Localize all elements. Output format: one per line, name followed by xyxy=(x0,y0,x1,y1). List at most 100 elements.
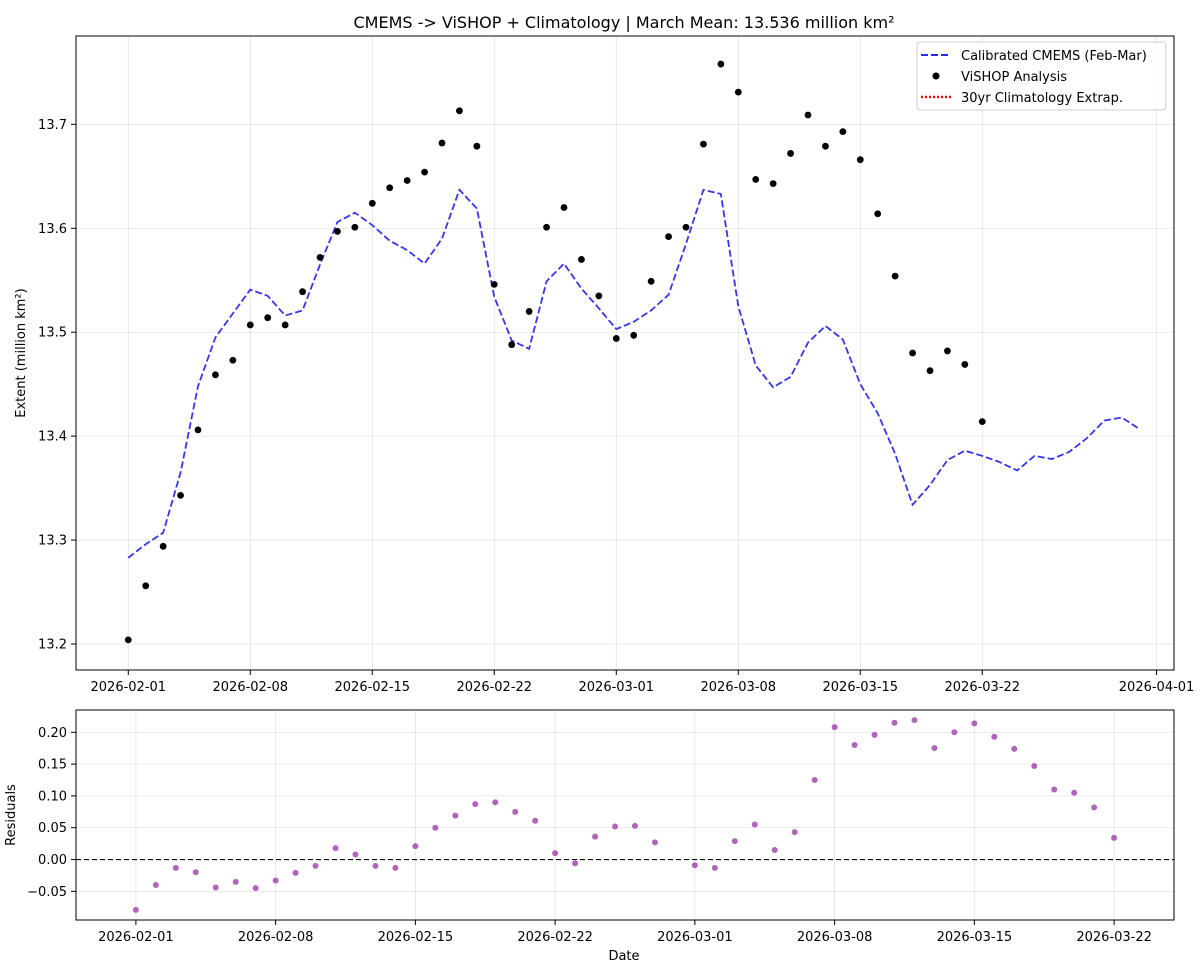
residual-point xyxy=(512,808,519,815)
residuals-gridlines xyxy=(76,710,1174,920)
residual-point xyxy=(172,864,179,871)
residual-point xyxy=(592,833,599,840)
vishop-point xyxy=(595,292,603,300)
x-tick-label: 2026-03-15 xyxy=(937,930,1013,945)
residuals-chart: 2026-02-01 2026-02-08 2026-02-15 2026-02-22… xyxy=(4,709,1175,964)
vishop-point xyxy=(909,349,916,357)
vishop-point xyxy=(508,341,516,349)
residual-point xyxy=(1051,786,1058,793)
x-tick-label: 2026-02-15 xyxy=(335,680,411,695)
residual-point xyxy=(412,843,419,850)
residual-point xyxy=(152,882,159,888)
residuals-series-layer xyxy=(132,717,1118,913)
residual-point xyxy=(312,862,319,869)
vishop-point xyxy=(804,111,812,119)
x-tick-label: 2026-02-15 xyxy=(378,930,454,945)
vishop-point xyxy=(926,367,934,375)
residual-point xyxy=(651,839,658,846)
residual-point xyxy=(931,745,938,752)
y-tick-label: 13.3 xyxy=(38,534,67,549)
vishop-point xyxy=(246,321,254,329)
residual-point xyxy=(991,733,998,740)
residual-point xyxy=(552,850,559,857)
axes-border xyxy=(75,35,1175,671)
vishop-point xyxy=(682,223,690,231)
extent-plot-area xyxy=(76,36,1174,670)
vishop-point xyxy=(403,177,411,184)
vishop-point xyxy=(124,636,132,644)
residual-point xyxy=(612,823,619,830)
residual-point xyxy=(392,864,399,871)
y-tick-label: 0.05 xyxy=(38,821,67,836)
vishop-point xyxy=(944,347,951,355)
y-tick-label: 13.2 xyxy=(38,638,67,653)
extent-y-axis: 13.2 13.3 13.4 13.5 13.6 13.7 xyxy=(38,118,76,653)
y-tick-label: 0.15 xyxy=(38,758,67,773)
axes-border xyxy=(75,709,1175,921)
legend-box xyxy=(916,41,1167,111)
vishop-point xyxy=(665,233,672,240)
vishop-point xyxy=(717,60,725,68)
residual-point xyxy=(951,729,958,736)
vishop-point xyxy=(647,277,655,285)
residual-point xyxy=(1111,834,1118,841)
residual-point xyxy=(751,821,758,828)
residuals-y-axis: −0.05 0.00 0.05 0.10 0.15 0.20 xyxy=(27,726,76,900)
y-tick-label: −0.05 xyxy=(27,885,67,900)
x-tick-label: 2026-03-08 xyxy=(701,680,777,695)
vishop-point xyxy=(299,288,306,296)
residual-point xyxy=(791,829,798,836)
residual-point xyxy=(212,884,219,891)
residual-point xyxy=(631,822,638,829)
x-tick-label: 2026-02-01 xyxy=(91,680,167,695)
vishop-point xyxy=(386,184,394,192)
residual-point xyxy=(452,812,459,819)
residual-point xyxy=(971,720,978,727)
legend-swatch-vishop xyxy=(932,72,940,80)
residual-point xyxy=(831,724,838,731)
residual-point xyxy=(192,869,199,876)
x-tick-label: 2026-02-08 xyxy=(238,930,314,945)
vishop-point xyxy=(368,199,376,207)
vishop-point xyxy=(787,150,794,157)
vishop-point xyxy=(856,156,864,164)
residual-point xyxy=(691,862,698,869)
residual-point xyxy=(811,777,818,783)
vishop-point xyxy=(159,542,167,550)
vishop-point xyxy=(612,335,620,342)
residual-point xyxy=(1011,745,1018,752)
residuals-x-axis-label: Date xyxy=(608,949,639,964)
residual-point xyxy=(711,864,718,871)
y-tick-label: 0.20 xyxy=(38,726,67,741)
vishop-point xyxy=(752,176,760,183)
residual-point xyxy=(851,742,858,748)
vishop-point xyxy=(891,272,899,280)
residual-point xyxy=(432,824,439,831)
residuals-axes-frame xyxy=(75,709,1175,921)
vishop-point xyxy=(264,314,272,322)
vishop-point xyxy=(334,228,341,235)
y-tick-label: 0.10 xyxy=(38,789,67,804)
vishop-point xyxy=(438,139,446,147)
x-tick-label: 2026-04-01 xyxy=(1119,680,1195,695)
residual-point xyxy=(1091,804,1098,811)
y-tick-label: 13.5 xyxy=(38,326,67,341)
residual-point xyxy=(731,838,738,845)
vishop-point xyxy=(700,140,707,148)
y-tick-label: 13.7 xyxy=(38,118,67,133)
vishop-point xyxy=(560,204,568,211)
y-tick-label: 13.4 xyxy=(38,430,67,445)
chart-title: CMEMS -> ViSHOP + Climatology | March Me… xyxy=(353,13,894,32)
extent-chart: CMEMS -> ViSHOP + Climatology | March Me… xyxy=(14,13,1194,695)
vishop-point xyxy=(316,253,324,261)
residual-point xyxy=(232,878,239,885)
extent-gridlines xyxy=(76,36,1174,670)
extent-axes-frame xyxy=(75,35,1175,671)
extent-x-axis: 2026-02-01 2026-02-08 2026-02-15 2026-02-22… xyxy=(91,670,1195,695)
residual-point xyxy=(352,851,359,858)
y-tick-label: 0.00 xyxy=(38,853,67,868)
vishop-point xyxy=(543,223,550,231)
vishop-point xyxy=(177,491,184,499)
vishop-point xyxy=(822,142,829,150)
residual-point xyxy=(1031,763,1038,769)
